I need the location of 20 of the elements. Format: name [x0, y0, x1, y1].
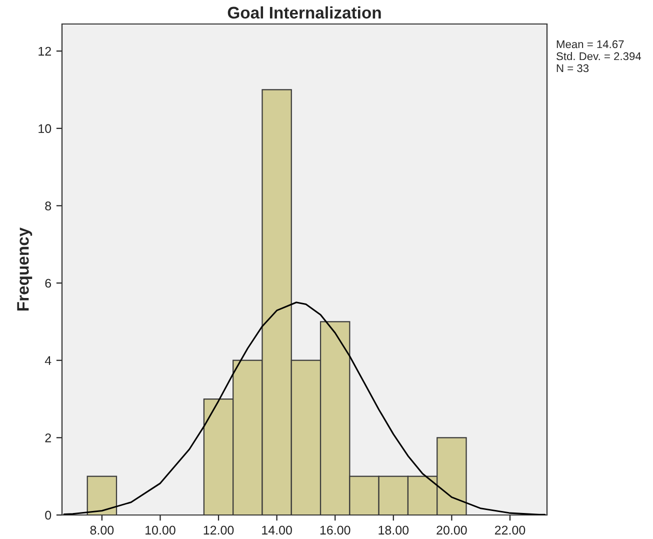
chart-title: Goal Internalization	[228, 6, 381, 19]
y-axis-title: Frequency	[17, 227, 32, 311]
x-tick-label: 8.00	[90, 526, 114, 535]
text: Std. Dev. = 2.394	[556, 52, 642, 60]
x-tick-label: 10.00	[146, 526, 176, 535]
x-tick-label: 22.00	[494, 526, 526, 535]
text: N = 33	[556, 64, 589, 72]
x-tick-label: 14.00	[262, 526, 292, 535]
x-tick-label: 20.00	[436, 526, 467, 535]
y-tick-label: 8	[45, 202, 52, 210]
y-tick-label: 12	[38, 46, 51, 56]
y-tick-label: 4	[44, 356, 52, 365]
x-tick-label: 16.00	[320, 526, 350, 535]
y-tick-label: 6	[45, 278, 52, 288]
y-tick-label: 0	[45, 510, 52, 520]
x-tick-label: 18.00	[378, 526, 409, 535]
y-tick-label: 2	[45, 433, 51, 442]
text: Mean = 14.67	[556, 40, 624, 48]
x-tick-label: 12.00	[204, 526, 234, 535]
y-tick-label: 10	[38, 124, 52, 134]
